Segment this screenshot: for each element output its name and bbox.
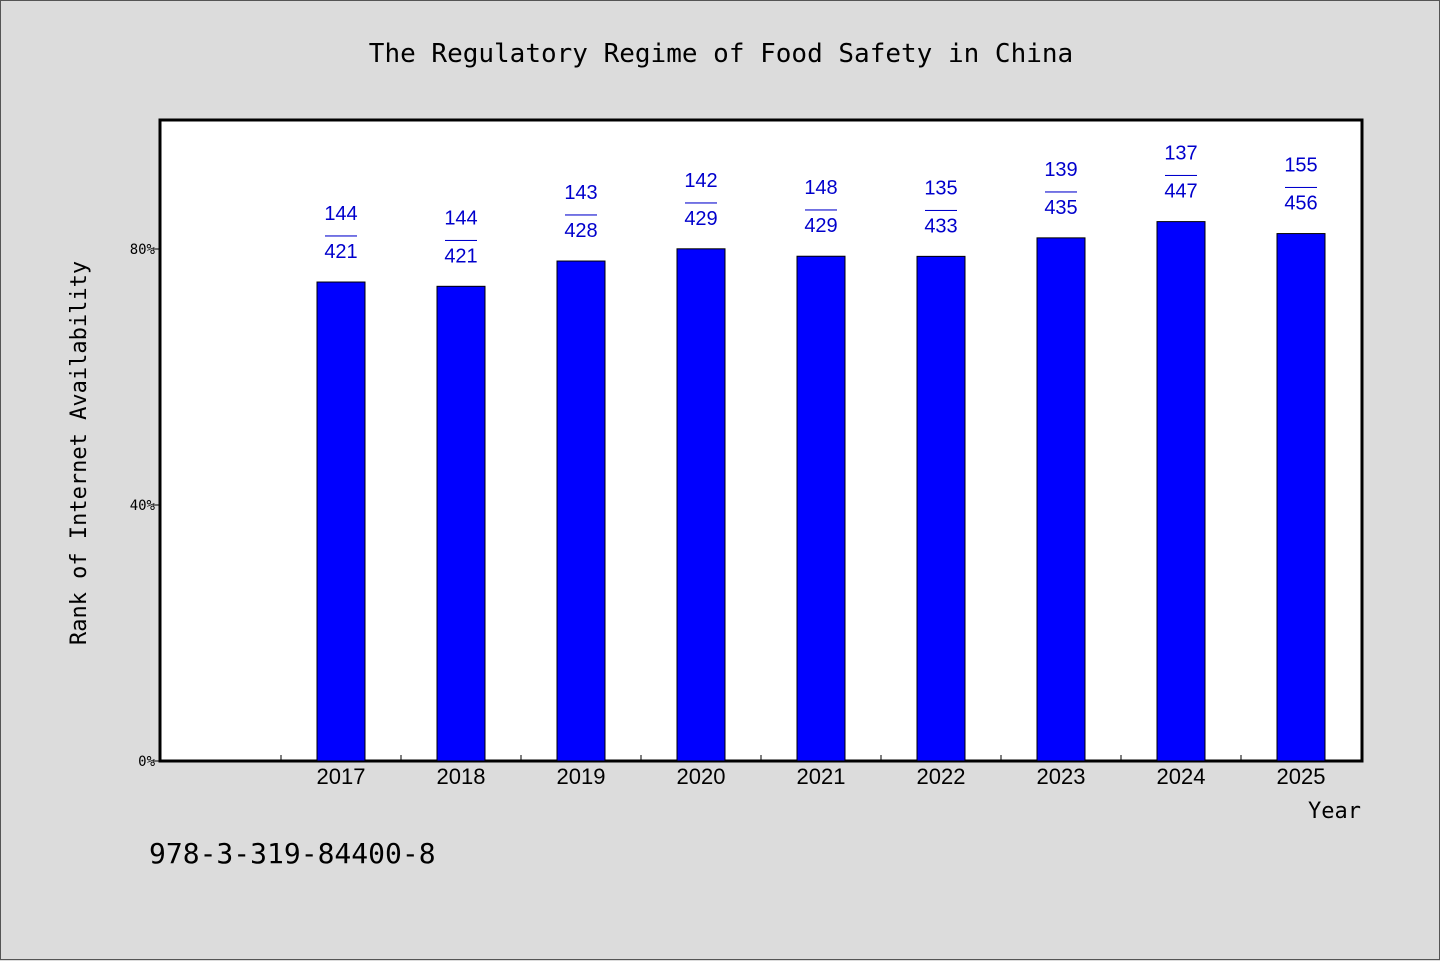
data-label-bottom: 421 — [444, 245, 477, 267]
data-label-separator: —— — [1165, 167, 1197, 184]
data-label-bottom: 447 — [1164, 181, 1197, 203]
x-tick-label: 2022 — [917, 764, 966, 789]
chart-title: The Regulatory Regime of Food Safety in … — [369, 39, 1073, 69]
data-label-top: 144 — [324, 203, 357, 225]
bar — [436, 285, 486, 762]
bar — [1276, 233, 1326, 762]
x-axis: 2017 2018 2019 2020 2021 2022 2023 2024 2025 — [280, 755, 1326, 789]
bar — [1036, 237, 1086, 762]
data-label-bottom: 429 — [804, 215, 837, 237]
bar — [676, 248, 726, 762]
x-tick-label: 2017 — [317, 764, 366, 789]
x-tick-label: 2020 — [677, 764, 726, 789]
data-labels: 421——144421——144428——143429——142429——148… — [324, 143, 1317, 268]
data-label-separator: —— — [1285, 179, 1317, 196]
data-label-separator: —— — [445, 231, 477, 248]
y-tick-label: 40% — [130, 498, 156, 514]
y-axis: 0% 40% 80% — [130, 242, 161, 770]
data-label-top: 139 — [1044, 159, 1077, 181]
data-label-bottom: 433 — [924, 215, 957, 237]
data-label-top: 144 — [444, 207, 477, 229]
data-label-top: 143 — [564, 182, 597, 204]
x-tick-label: 2023 — [1037, 764, 1086, 789]
data-label-separator: —— — [1045, 183, 1077, 200]
y-tick-label: 0% — [138, 754, 155, 770]
data-label-bottom: 429 — [684, 208, 717, 230]
y-tick-label: 80% — [130, 242, 156, 258]
data-label-bottom: 428 — [564, 220, 597, 242]
data-label-bottom: 456 — [1284, 193, 1317, 215]
data-label-top: 155 — [1284, 155, 1317, 177]
isbn-footer: 978-3-319-84400-8 — [149, 837, 436, 870]
data-label-separator: —— — [925, 201, 957, 218]
x-tick-label: 2024 — [1157, 764, 1206, 789]
y-axis-label: Rank of Internet Availability — [67, 261, 92, 645]
x-tick-label: 2018 — [437, 764, 486, 789]
data-label-top: 137 — [1164, 143, 1197, 165]
x-axis-label: Year — [1308, 799, 1361, 824]
data-label-bottom: 421 — [324, 241, 357, 263]
data-label-separator: —— — [325, 227, 357, 244]
x-tick-label: 2025 — [1277, 764, 1326, 789]
bar — [796, 255, 846, 762]
x-tick-label: 2019 — [557, 764, 606, 789]
bar — [916, 255, 966, 762]
data-label-top: 148 — [804, 177, 837, 199]
bar — [556, 260, 606, 762]
bar — [316, 281, 366, 762]
bars — [316, 221, 1326, 762]
data-label-separator: —— — [685, 194, 717, 211]
bar — [1156, 221, 1206, 762]
data-label-top: 142 — [684, 170, 717, 192]
x-tick-label: 2021 — [797, 764, 846, 789]
data-label-bottom: 435 — [1044, 197, 1077, 219]
data-label-separator: —— — [805, 201, 837, 218]
data-label-top: 135 — [924, 177, 957, 199]
data-label-separator: —— — [565, 206, 597, 223]
